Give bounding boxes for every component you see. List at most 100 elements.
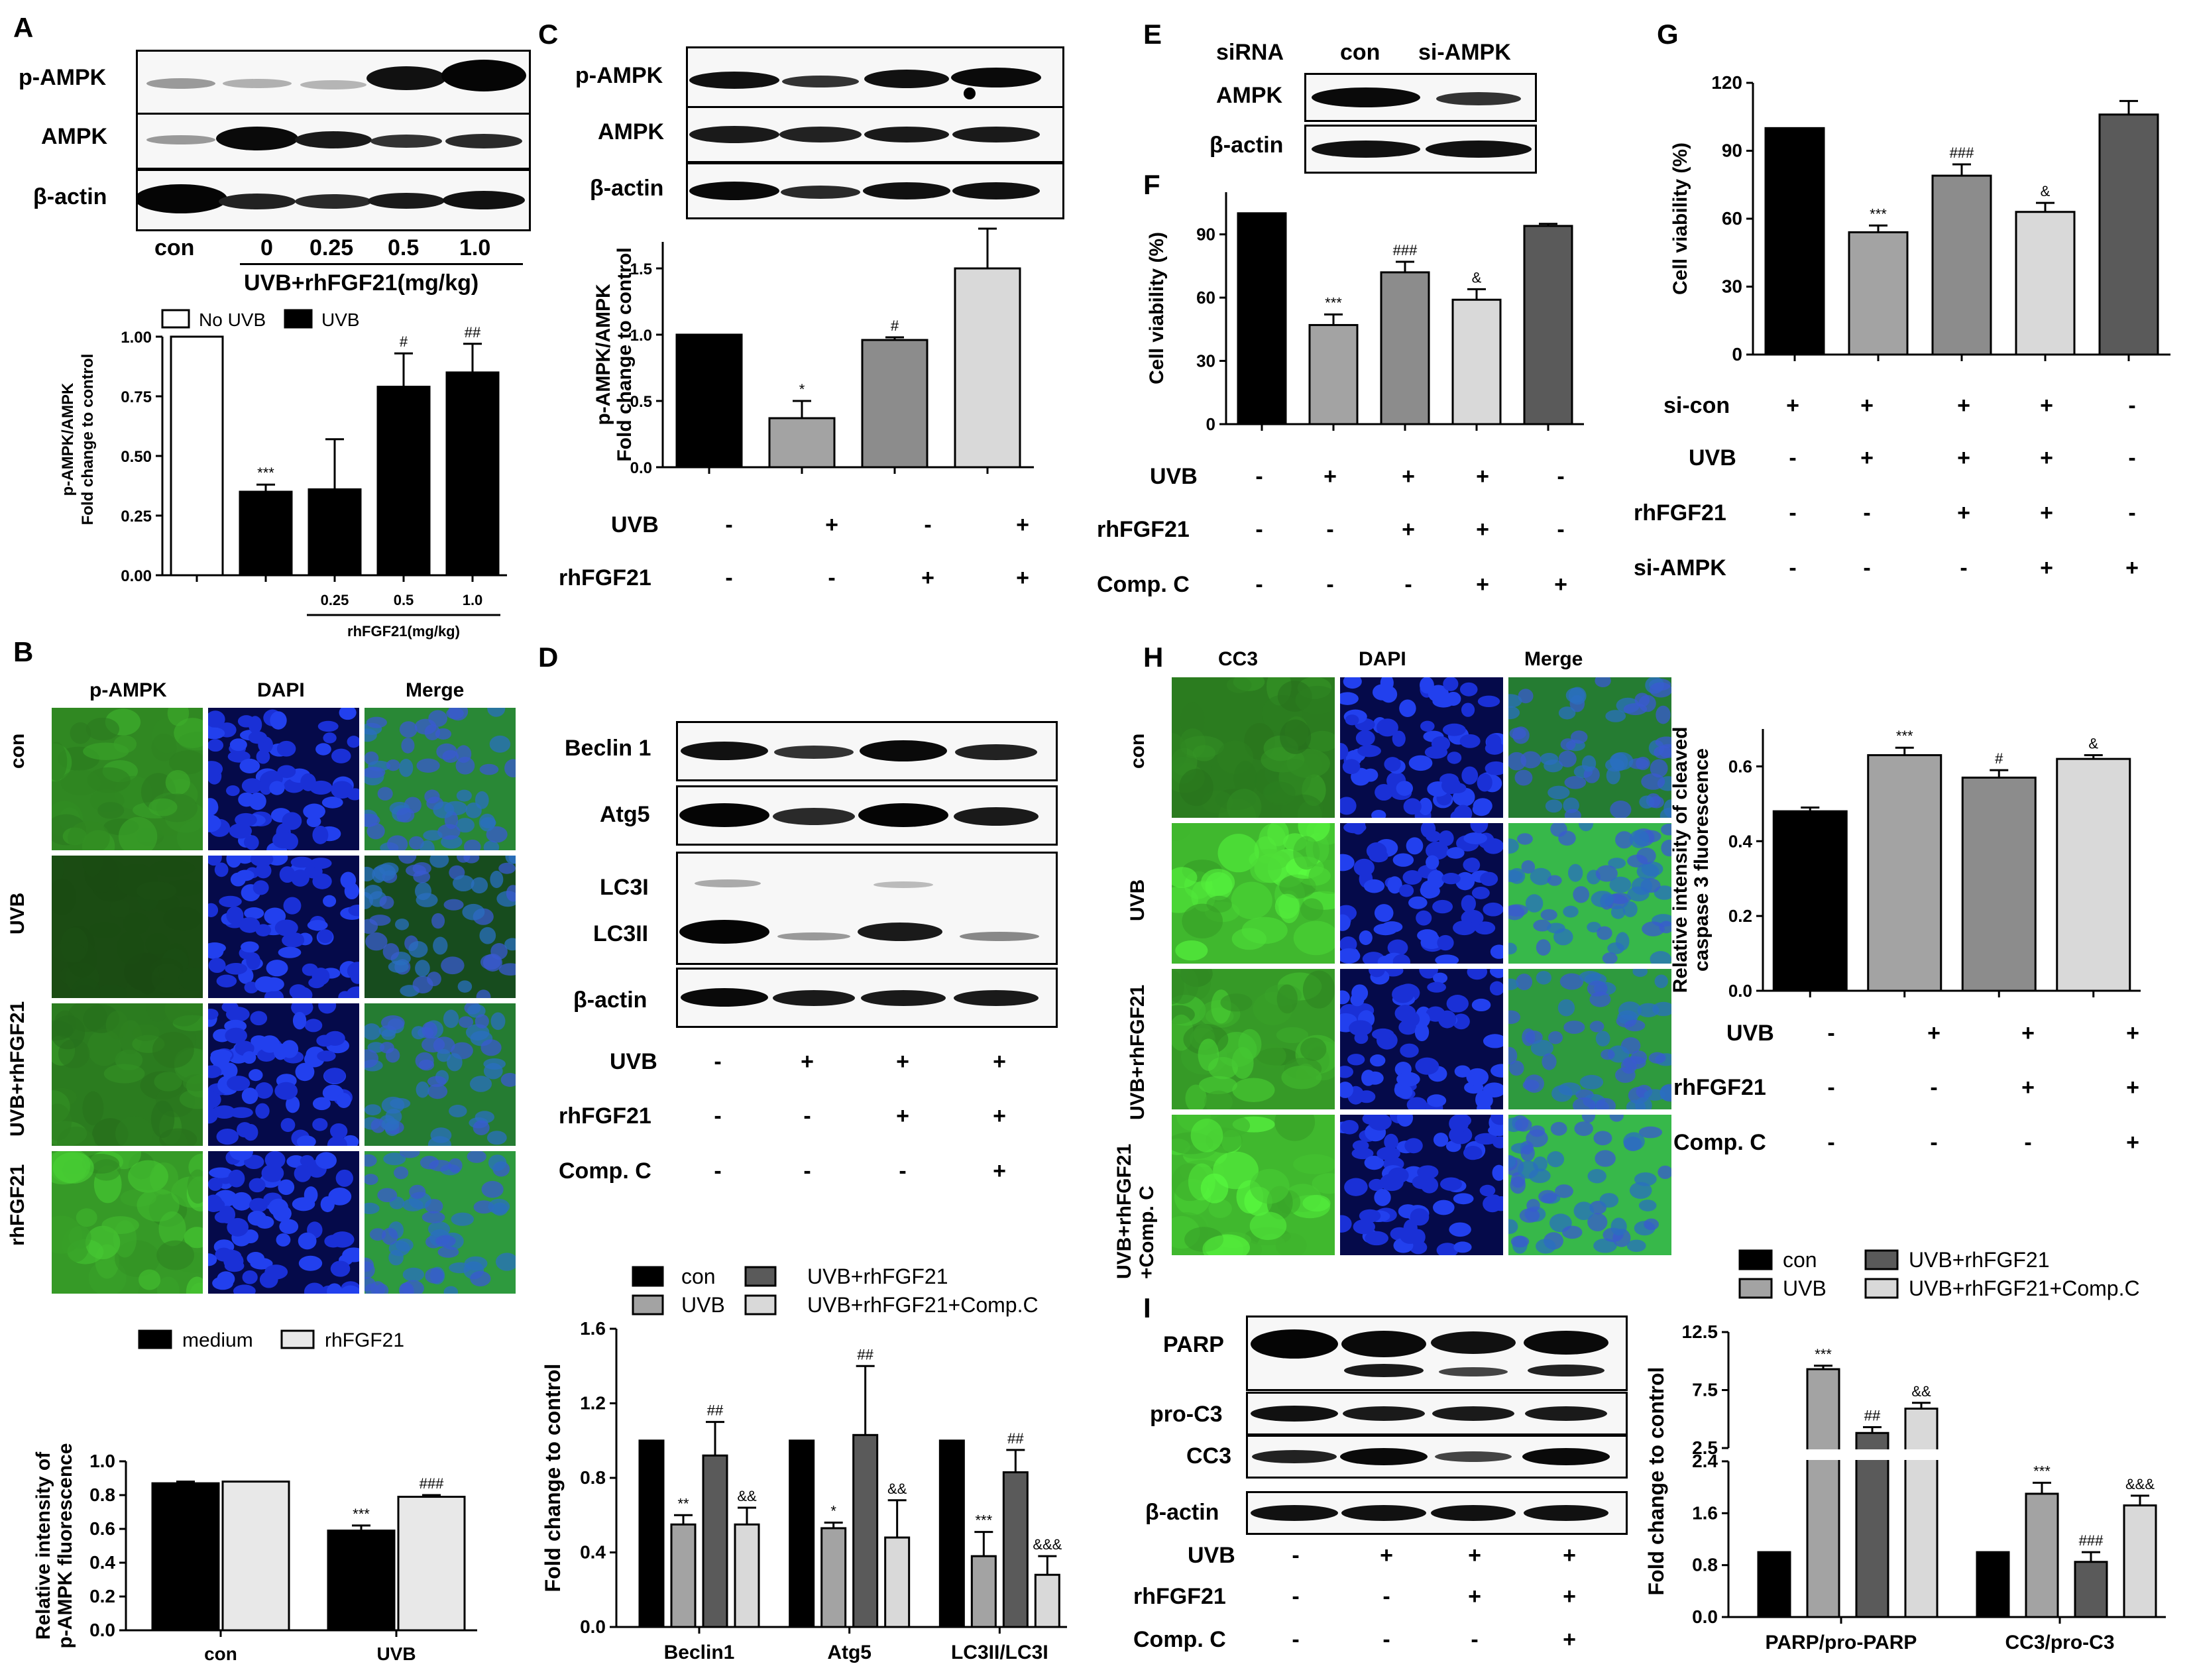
chart-d-annot-0-2: ## — [707, 1402, 724, 1419]
g-sign-r2-c1: - — [1863, 500, 1871, 526]
lane-label-a-10: 1.0 — [459, 235, 491, 260]
chart-i-annot-0-1: *** — [1815, 1346, 1832, 1363]
lane-label-a-025: 0.25 — [310, 235, 354, 260]
treatment-label-a: UVB+rhFGF21(mg/kg) — [244, 270, 479, 296]
panel-letter-b: B — [13, 636, 34, 667]
i-sign-r0-c2: + — [1468, 1543, 1481, 1568]
blot-e-ampk-bands — [1312, 87, 1521, 107]
i-sign-r0-c0: - — [1292, 1543, 1300, 1568]
chart-a-legend-swatch-0 — [161, 309, 190, 329]
blot-label-d-atg5: Atg5 — [600, 802, 650, 827]
chart-i-break-gap-0-3 — [1903, 1449, 1940, 1460]
f-sign-r2-c1: - — [1326, 572, 1334, 597]
chart-c-y-ticklabel-1: 0.5 — [630, 393, 652, 411]
f-row-label-0: UVB — [1150, 464, 1198, 489]
micrograph-b-green-1 — [52, 856, 203, 998]
lane-label-a-0: 0 — [260, 235, 273, 260]
chart-d-bar-2-2 — [1002, 1471, 1029, 1628]
chart-i-annot-1-2: ### — [2079, 1532, 2104, 1549]
d-sign-r2-c1: - — [803, 1158, 811, 1184]
h-sign-r1-c2: + — [2021, 1075, 2035, 1100]
chart-a-legend-swatch-1 — [284, 309, 313, 329]
f-sign-r1-c0: - — [1255, 517, 1263, 542]
chart-f-bar-4 — [1523, 225, 1573, 425]
h-sign-r0-c0: - — [1827, 1021, 1835, 1046]
chart-f-bar-3 — [1451, 298, 1502, 425]
chart-f-y-ticklabel-0: 0 — [1206, 414, 1215, 434]
g-sign-r1-c0: - — [1789, 445, 1797, 471]
chart-c-annot-2: # — [891, 317, 899, 334]
micrograph-grid-b — [52, 708, 520, 1298]
i-sign-r1-c2: + — [1468, 1584, 1481, 1609]
chart-c-y-ticklabel-3: 1.5 — [630, 260, 652, 278]
blot-label-a-actin: β-actin — [33, 184, 107, 209]
col-label-b-dapi: DAPI — [257, 679, 305, 701]
d-sign-r0-c2: + — [896, 1049, 909, 1074]
blot-label-a-ampk: AMPK — [41, 124, 108, 149]
chart-b-legend-label-0: medium — [182, 1329, 253, 1351]
blot-label-c-pampk: p-AMPK — [575, 63, 663, 88]
c-sign-r1-c0: - — [725, 565, 733, 590]
chart-d-bar-1-0 — [789, 1439, 815, 1628]
h-sign-r0-c2: + — [2021, 1021, 2035, 1046]
micrograph-b-green-3 — [52, 1151, 203, 1294]
c-sign-r0-c1: + — [825, 512, 838, 537]
chart-d-bar-1-3 — [884, 1536, 911, 1628]
chart-b-annot-1-1: ### — [420, 1475, 444, 1492]
chart-h-annot-1: *** — [1896, 728, 1913, 744]
chart-f-annot-1: *** — [1325, 295, 1342, 311]
chart-i-bar-0-0 — [1757, 1551, 1791, 1618]
c-sign-r1-c2: + — [921, 565, 934, 590]
row-label-h-uvbrh: UVB+rhFGF21 — [1127, 984, 1149, 1120]
g-sign-r3-c2: - — [1960, 555, 1968, 581]
chart-c-bar-3 — [954, 267, 1021, 469]
f-sign-r2-c0: - — [1255, 572, 1263, 597]
chart-d-annot-2-3: &&& — [1033, 1536, 1062, 1553]
micrograph-h-merge-3 — [1508, 1115, 1671, 1255]
micrograph-b-green-2 — [52, 1003, 203, 1146]
blot-label-i-parp: PARP — [1163, 1332, 1224, 1357]
panel-letter-d: D — [538, 642, 559, 673]
chart-i-y-ticklabel-lower-2: 1.6 — [1692, 1502, 1718, 1523]
chart-f-y-ticklabel-3: 90 — [1196, 225, 1215, 245]
chart-a-bar-4 — [445, 371, 500, 577]
chart-d-bar-0-1 — [670, 1523, 697, 1628]
e-header-siampk: si-AMPK — [1418, 40, 1511, 65]
chart-d-bar-1-2 — [852, 1433, 879, 1628]
blot-label-d-lc3i: LC3I — [600, 875, 649, 900]
chart-i-legend-label-1: UVB — [1783, 1276, 1827, 1300]
blot-label-e-actin: β-actin — [1210, 133, 1284, 158]
chart-b-bar-1-0 — [327, 1530, 396, 1632]
c-row-label-0: UVB — [611, 512, 659, 537]
g-sign-r0-c3: + — [2040, 393, 2053, 418]
blot-i-proc3 — [1246, 1392, 1628, 1435]
lane-label-a-05: 0.5 — [388, 235, 420, 260]
chart-a-annot-4: ## — [465, 324, 481, 341]
chart-b-bar-0-0 — [151, 1482, 220, 1632]
blot-label-i-cc3: CC3 — [1186, 1443, 1232, 1469]
g-sign-r2-c2: + — [1957, 500, 1970, 526]
chart-i-bar-1-0 — [1976, 1551, 2010, 1618]
chart-g-y-ticklabel-1: 30 — [1722, 276, 1742, 297]
i-row-label-1: rhFGF21 — [1133, 1584, 1226, 1609]
chart-g-bar-0 — [1764, 127, 1825, 356]
chart-d-legend-swatch-3 — [744, 1294, 777, 1316]
chart-d-x-ticklabel-1: Atg5 — [827, 1642, 872, 1663]
h-sign-r1-c1: - — [1930, 1075, 1938, 1100]
blot-i-parp-bands — [1251, 1329, 1608, 1377]
chart-h-bar-2 — [1961, 776, 2037, 992]
chart-i-bar-1-1 — [2025, 1492, 2059, 1618]
blot-i-parp — [1246, 1316, 1628, 1391]
micrograph-b-merge-1 — [365, 856, 516, 998]
chart-i-annot-0-3: && — [1911, 1383, 1931, 1400]
row-label-b-rh: rhFGF21 — [7, 1164, 28, 1246]
chart-f-ylabel-0: Cell viability (%) — [1146, 232, 1168, 384]
chart-d-ylabel: Fold change to control — [541, 1364, 565, 1593]
micrograph-h-green-0 — [1172, 677, 1335, 818]
micrograph-h-green-3 — [1172, 1115, 1335, 1255]
chart-d-bar-0-3 — [734, 1523, 760, 1628]
blot-i-proc3-bands — [1251, 1406, 1607, 1422]
chart-i-annot-0-2: ## — [1864, 1408, 1881, 1424]
chart-c-y-ticklabel-2: 1.0 — [630, 327, 652, 345]
col-label-h-cc3: CC3 — [1218, 648, 1259, 670]
